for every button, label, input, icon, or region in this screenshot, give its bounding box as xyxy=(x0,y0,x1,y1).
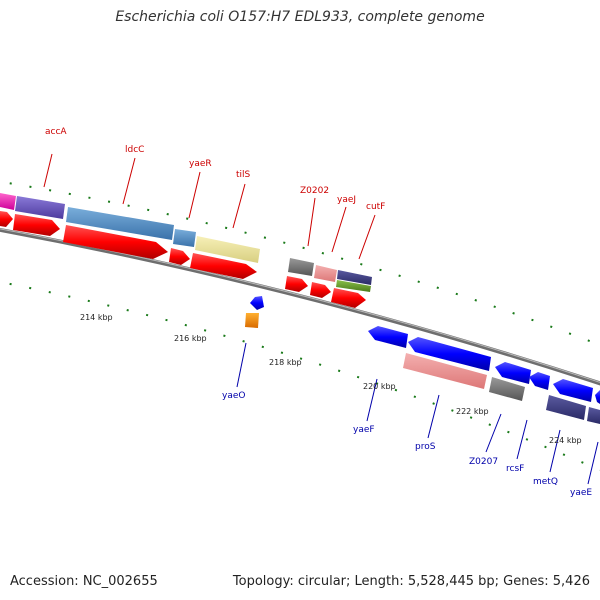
page-title: Escherichia coli O157:H7 EDL933, complet… xyxy=(115,9,485,25)
bp-labels: 214 kbp 216 kbp 218 kbp 220 kbp 222 kbp … xyxy=(80,313,582,445)
bar-cutF-2 xyxy=(336,280,371,292)
gene-arrow xyxy=(250,296,264,310)
accession-label: Accession: NC_002655 xyxy=(10,574,158,589)
bar-tilS xyxy=(195,236,260,263)
bar-yaeO xyxy=(245,313,259,328)
gene-label-tilS[interactable]: tilS xyxy=(236,170,251,180)
bar-metQ xyxy=(546,395,586,420)
bar-yaeR xyxy=(173,229,196,247)
reverse-leader-lines xyxy=(236,342,599,485)
bp-label: 220 kbp xyxy=(363,382,396,391)
gene-arrow xyxy=(169,248,190,265)
bar-yaeJ xyxy=(314,265,337,282)
reverse-gene-labels: yaeO yaeF proS Z0207 rcsF metQ yaeE xyxy=(222,391,592,498)
forward-gene-labels: accA ldcC yaeR tilS Z0202 yaeJ cutF xyxy=(45,127,385,212)
gene-label-metQ[interactable]: metQ xyxy=(533,477,558,487)
gene-label-rcsF[interactable]: rcsF xyxy=(506,464,524,474)
gene-label-yaeE[interactable]: yaeE xyxy=(570,488,592,498)
gene-arrow xyxy=(331,288,366,308)
gene-arrow xyxy=(408,337,491,371)
forward-strand-genes xyxy=(0,211,366,308)
genome-summary: Topology: circular; Length: 5,528,445 bp… xyxy=(232,574,590,589)
bp-label: 222 kbp xyxy=(456,407,489,416)
gene-label-proS[interactable]: proS xyxy=(415,442,436,452)
inner-feature-bars xyxy=(245,313,600,424)
reverse-strand-genes xyxy=(250,296,600,404)
bp-label: 216 kbp xyxy=(174,334,207,343)
outer-feature-bars xyxy=(0,193,372,292)
gene-label-yaeR[interactable]: yaeR xyxy=(189,159,212,169)
gene-label-ldcC[interactable]: ldcC xyxy=(125,145,144,155)
gene-arrow xyxy=(285,276,308,292)
gene-arrow xyxy=(495,362,531,384)
gene-label-Z0202[interactable]: Z0202 xyxy=(300,186,329,196)
gene-label-cutF[interactable]: cutF xyxy=(366,202,385,212)
bp-label: 218 kbp xyxy=(269,358,302,367)
gene-label-yaeJ[interactable]: yaeJ xyxy=(337,195,356,205)
bar-magenta xyxy=(0,193,16,210)
bar-yaeE xyxy=(587,407,600,424)
gene-arrow xyxy=(63,225,168,259)
gene-arrow xyxy=(0,211,13,227)
gene-arrow xyxy=(190,253,257,279)
gene-arrow xyxy=(368,326,408,348)
bar-proS xyxy=(403,353,487,389)
bp-label: 214 kbp xyxy=(80,313,113,322)
gene-arrow xyxy=(310,282,331,298)
gene-arrow xyxy=(529,372,550,390)
gene-label-yaeO[interactable]: yaeO xyxy=(222,391,245,401)
gene-arrow xyxy=(553,379,593,402)
gene-arrow xyxy=(13,214,60,236)
gene-label-Z0207[interactable]: Z0207 xyxy=(469,457,498,467)
bar-Z0202 xyxy=(288,258,314,276)
bar-purple xyxy=(15,196,65,219)
bp-label: 224 kbp xyxy=(549,436,582,445)
gene-label-accA[interactable]: accA xyxy=(45,127,67,137)
bar-Z0207 xyxy=(489,377,525,401)
bar-ldcC xyxy=(66,207,174,240)
gene-label-yaeF[interactable]: yaeF xyxy=(353,425,375,435)
bar-cutF xyxy=(337,270,372,285)
gene-arrow xyxy=(595,390,600,404)
forward-leader-lines xyxy=(43,153,376,260)
